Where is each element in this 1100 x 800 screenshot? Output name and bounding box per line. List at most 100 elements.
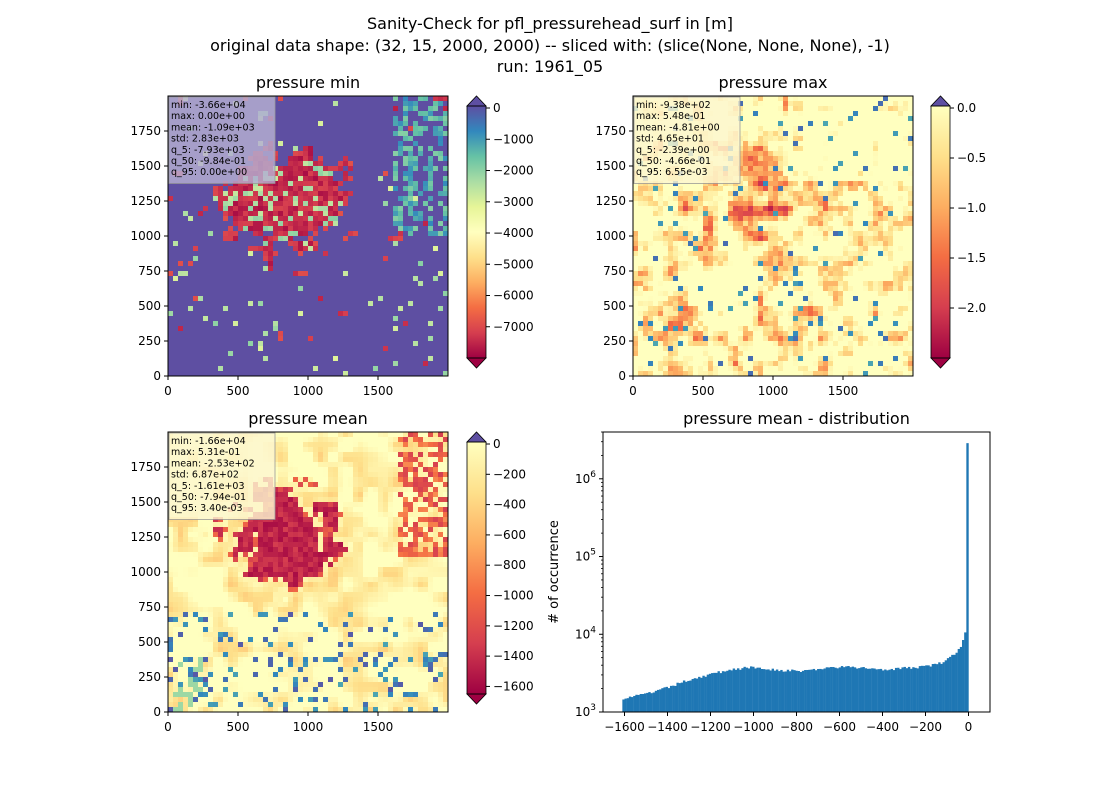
heatmap-cell [713, 221, 719, 227]
heatmap-cell [393, 186, 399, 192]
heatmap-cell [783, 351, 789, 357]
heatmap-cell [393, 171, 399, 177]
heatmap-cell [653, 216, 659, 222]
heatmap-cell [193, 186, 199, 192]
heatmap-cell [393, 216, 399, 222]
heatmap-cell [303, 216, 309, 222]
heatmap-cell [308, 126, 314, 132]
heatmap-cell [388, 226, 394, 232]
heatmap-cell [748, 261, 754, 267]
heatmap-cell [333, 96, 339, 102]
heatmap-cell [763, 136, 769, 142]
heatmap-cell [273, 216, 279, 222]
heatmap-cell [248, 286, 254, 292]
heatmap-cell [328, 371, 334, 377]
heatmap-cell [643, 271, 649, 277]
heatmap-cell [308, 141, 314, 147]
heatmap-cell [238, 206, 244, 212]
heatmap-cell [183, 291, 189, 297]
heatmap-cell [258, 216, 264, 222]
heatmap-cell [433, 196, 439, 202]
heatmap-cell [753, 101, 759, 107]
heatmap-cell [303, 151, 309, 157]
heatmap-cell [408, 176, 414, 182]
heatmap-cell [633, 301, 639, 307]
heatmap-cell [433, 216, 439, 222]
heatmap-cell [733, 231, 739, 237]
heatmap-cell [443, 231, 449, 237]
heatmap-cell [683, 196, 689, 202]
heatmap-cell [178, 261, 184, 267]
heatmap-cell [738, 116, 744, 122]
heatmap-cell [743, 181, 749, 187]
heatmap-cell [718, 221, 724, 227]
heatmap-cell [663, 271, 669, 277]
heatmap-cell [173, 286, 179, 292]
heatmap-cell [778, 231, 784, 237]
heatmap-cell [273, 181, 279, 187]
heatmap-cell [748, 231, 754, 237]
heatmap-cell [288, 281, 294, 287]
pressure-min-colorbar: 0−1000−2000−3000−4000−5000−6000−7000 [466, 95, 534, 369]
heatmap-cell [293, 166, 299, 172]
heatmap-cell [418, 316, 424, 322]
heatmap-cell [223, 291, 229, 297]
heatmap-cell [793, 126, 799, 132]
heatmap-cell [728, 321, 734, 327]
heatmap-cell [733, 236, 739, 242]
heatmap-cell [733, 281, 739, 287]
heatmap-cell [723, 186, 729, 192]
heatmap-cell [708, 256, 714, 262]
heatmap-cell [328, 351, 334, 357]
heatmap-cell [683, 236, 689, 242]
heatmap-cell [693, 241, 699, 247]
heatmap-cell [228, 246, 234, 252]
heatmap-cell [363, 106, 369, 112]
heatmap-cell [308, 166, 314, 172]
heatmap-cell [783, 361, 789, 367]
heatmap-cell [753, 236, 759, 242]
heatmap-cell [228, 291, 234, 297]
heatmap-cell [218, 346, 224, 352]
heatmap-cell [348, 191, 354, 197]
heatmap-cell [358, 331, 364, 337]
heatmap-cell [428, 261, 434, 267]
heatmap-cell [333, 296, 339, 302]
heatmap-cell [253, 346, 259, 352]
heatmap-cell [178, 271, 184, 277]
heatmap-cell [763, 271, 769, 277]
heatmap-cell [288, 151, 294, 157]
heatmap-cell [428, 101, 434, 107]
heatmap-cell [228, 321, 234, 327]
heatmap-cell [638, 346, 644, 352]
heatmap-cell [418, 156, 424, 162]
heatmap-cell [443, 96, 449, 102]
stats-line: q_5: -7.93e+03 [171, 145, 245, 156]
heatmap-cell [398, 166, 404, 172]
heatmap-cell [743, 316, 749, 322]
heatmap-cell [653, 241, 659, 247]
heatmap-cell [743, 311, 749, 317]
pressure-min-stats-box [168, 96, 276, 184]
heatmap-cell [348, 251, 354, 257]
heatmap-cell [423, 196, 429, 202]
heatmap-cell [188, 311, 194, 317]
heatmap-cell [693, 326, 699, 332]
heatmap-cell [433, 186, 439, 192]
heatmap-cell [643, 346, 649, 352]
heatmap-cell [393, 321, 399, 327]
heatmap-cell [283, 196, 289, 202]
heatmap-cell [358, 156, 364, 162]
heatmap-cell [788, 101, 794, 107]
heatmap-cell [788, 276, 794, 282]
heatmap-cell [773, 226, 779, 232]
heatmap-cell [353, 96, 359, 102]
heatmap-cell [758, 351, 764, 357]
heatmap-cell [713, 216, 719, 222]
heatmap-cell [263, 281, 269, 287]
heatmap-cell [633, 306, 639, 312]
heatmap-cell [648, 371, 654, 377]
heatmap-cell [778, 286, 784, 292]
heatmap-cell [728, 261, 734, 267]
heatmap-cell [733, 346, 739, 352]
